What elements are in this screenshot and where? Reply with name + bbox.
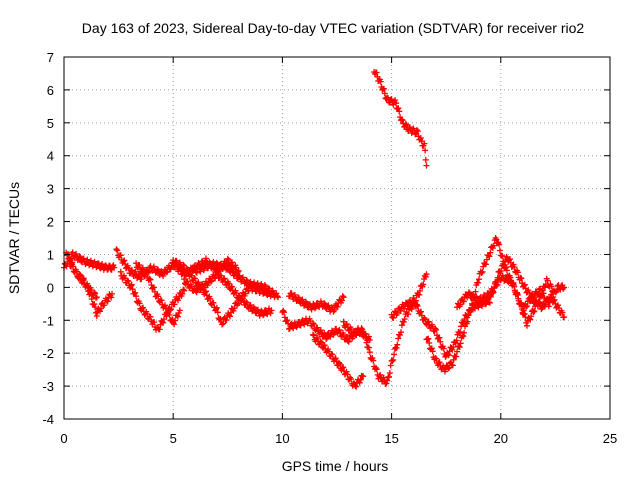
x-tick-label: 20: [494, 431, 508, 446]
sat-trace-c-markers: [65, 255, 100, 301]
sat-trace-n-markers: [371, 69, 430, 169]
y-tick-label: -1: [42, 313, 54, 328]
x-tick-label: 0: [60, 431, 67, 446]
x-tick-label: 25: [603, 431, 617, 446]
y-tick-label: -2: [42, 346, 54, 361]
sat-trace-m-markers: [340, 271, 430, 387]
sat-trace-e: [117, 268, 188, 333]
y-tick-label: 7: [47, 50, 54, 65]
sat-trace-i-markers: [192, 258, 281, 301]
sat-trace-j: [279, 307, 373, 345]
y-tick-label: -3: [42, 379, 54, 394]
x-tick-label: 5: [170, 431, 177, 446]
y-tick-label: 2: [47, 215, 54, 230]
y-tick-label: 5: [47, 116, 54, 131]
x-tick-label: 10: [275, 431, 289, 446]
sat-trace-n: [371, 69, 430, 169]
ticks: 0 5 10 15 20 25 -4 -3 -2 -1 0 1 2 3 4 5 6 7: [42, 50, 617, 446]
sat-trace-o: [388, 253, 568, 360]
y-axis-label: SDTVAR / TECUs: [6, 182, 22, 294]
sat-trace-l-markers: [310, 331, 367, 390]
chart-title: Day 163 of 2023, Sidereal Day-to-day VTE…: [82, 20, 585, 36]
x-axis-label: GPS time / hours: [282, 458, 389, 474]
sat-trace-l: [310, 331, 367, 390]
sat-trace-k-markers: [286, 290, 347, 315]
y-tick-label: -4: [42, 412, 54, 427]
grid: [64, 57, 610, 419]
sat-trace-c: [65, 255, 100, 301]
sat-trace-j-markers: [279, 307, 373, 345]
sat-trace-q: [454, 272, 557, 329]
data-points: [61, 69, 568, 390]
sat-trace-h: [181, 268, 275, 319]
sat-trace-o-markers: [388, 253, 568, 360]
sat-trace-q-markers: [454, 272, 557, 329]
plot-frame: [63, 56, 611, 420]
sat-trace-e-markers: [117, 268, 188, 333]
sat-trace-m: [340, 271, 430, 387]
sat-trace-f-markers: [133, 260, 183, 328]
y-tick-label: 6: [47, 83, 54, 98]
y-tick-label: 4: [47, 149, 54, 164]
sat-trace-k: [286, 290, 347, 315]
sat-trace-h-markers: [181, 268, 275, 319]
sat-trace-f: [133, 260, 183, 328]
sat-trace-i: [192, 258, 281, 301]
y-tick-label: 1: [47, 247, 54, 262]
y-tick-label: 0: [47, 280, 54, 295]
x-tick-label: 15: [384, 431, 398, 446]
y-tick-label: 3: [47, 182, 54, 197]
